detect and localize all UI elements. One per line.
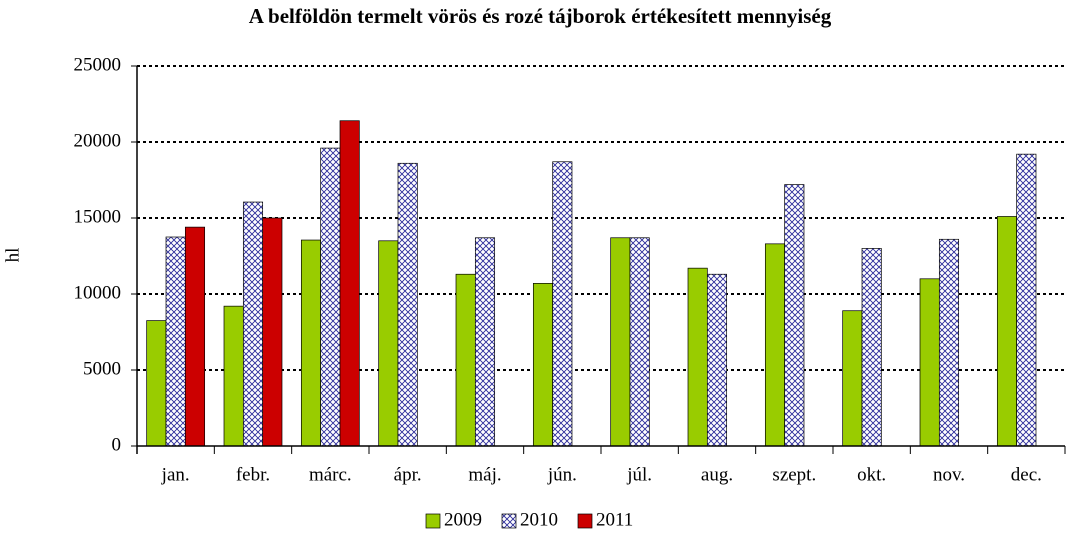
bar	[165, 236, 186, 447]
y-axis-label: hl	[2, 248, 23, 263]
x-tick-label: jún.	[547, 464, 577, 485]
legend-label: 2009	[444, 509, 482, 530]
x-tick-label: máj.	[468, 464, 501, 485]
chart-title: A belföldön termelt vörös és rozé tájbor…	[249, 4, 832, 28]
x-tick-label: júl.	[626, 464, 652, 485]
x-tick-label: ápr.	[394, 464, 422, 485]
bar	[184, 226, 206, 447]
bar	[397, 162, 418, 447]
bar	[610, 237, 631, 447]
y-tick-label: 15000	[74, 206, 122, 227]
x-tick-label: aug.	[701, 464, 733, 485]
bar	[474, 237, 496, 447]
bar	[455, 273, 476, 447]
bar	[532, 283, 554, 447]
x-tick-label: dec.	[1011, 464, 1042, 485]
legend-swatch	[425, 513, 441, 529]
bar	[919, 278, 940, 447]
bar	[842, 310, 863, 447]
x-tick-label: okt.	[857, 464, 886, 485]
x-tick-label: szept.	[772, 464, 816, 485]
bar	[996, 216, 1018, 447]
bar	[146, 320, 167, 447]
legend-label: 2010	[520, 509, 558, 530]
y-tick-label: 5000	[83, 358, 121, 379]
x-tick-label: márc.	[309, 464, 352, 485]
x-tick-label: jan.	[161, 464, 190, 485]
legend-swatch	[577, 513, 593, 529]
bar	[861, 248, 882, 447]
y-tick-label: 10000	[74, 282, 122, 303]
bar	[784, 184, 805, 447]
x-tick-label: febr.	[236, 464, 270, 485]
bar	[300, 239, 322, 447]
bar	[242, 201, 264, 447]
legend-swatch	[501, 513, 517, 529]
x-tick-label: nov.	[933, 464, 965, 485]
bar	[552, 161, 573, 447]
bar	[262, 217, 283, 447]
bar	[629, 237, 650, 447]
y-tick-label: 25000	[74, 54, 122, 75]
bar	[339, 120, 360, 447]
legend-label: 2011	[596, 509, 633, 530]
bar	[764, 243, 786, 447]
bar	[320, 147, 341, 447]
bar	[938, 238, 960, 447]
y-tick-label: 0	[112, 434, 122, 455]
bar	[687, 267, 708, 447]
bar	[1016, 153, 1037, 447]
y-tick-label: 20000	[74, 130, 122, 151]
bar	[378, 240, 399, 447]
bar	[223, 305, 244, 447]
bar	[706, 273, 728, 447]
